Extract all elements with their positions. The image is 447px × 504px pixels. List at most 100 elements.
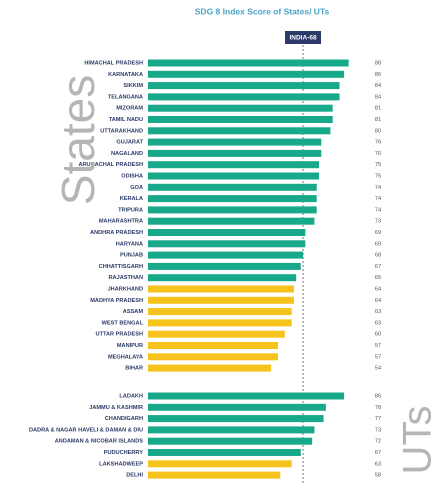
bar [148,426,315,434]
value-label: 54 [375,366,381,372]
category-label: KERALA [120,196,143,202]
category-label: NAGALAND [111,151,143,157]
value-label: 74 [375,207,381,213]
category-label: MIZORAM [116,106,143,112]
category-label: HIMACHAL PRADESH [84,60,143,66]
bar [148,460,292,468]
bar [148,274,297,282]
category-label: HARYANA [116,241,143,247]
category-label: ASSAM [123,309,144,315]
bar [148,59,349,67]
bar [148,127,331,135]
category-label: MADHYA PRADESH [90,298,143,304]
bar [148,437,313,445]
category-label: WEST BENGAL [102,320,144,326]
reference-label: INDIA-68 [289,35,316,42]
value-label: 69 [375,230,381,236]
category-label: JAMMU & KASHMIR [89,405,143,411]
bar [148,342,278,349]
bar [148,449,301,456]
bar [148,149,322,157]
value-label: 57 [375,343,381,349]
value-label: 63 [375,461,381,467]
category-label: DELHI [126,473,143,479]
value-label: 73 [375,219,381,225]
bar [148,195,317,203]
bar [148,138,322,146]
category-label: UTTAR PRADESH [96,332,143,338]
category-label: CHANDIGARH [105,416,143,422]
category-label: TELANGANA [108,94,143,100]
group-label: States [52,75,104,205]
value-label: 81 [375,106,381,112]
bar [148,240,306,248]
bar [148,82,340,90]
bar [148,206,317,214]
value-label: 57 [375,354,381,360]
category-label: DADRA & NAGAR HAVELI & DAMAN & DIU [29,427,143,433]
category-label: RAJASTHAN [109,275,144,281]
value-label: 63 [375,309,381,315]
value-label: 80 [375,128,381,134]
bar [148,308,292,316]
value-label: 63 [375,320,381,326]
bar [148,229,306,236]
group-label: UTs [396,406,440,475]
value-label: 64 [375,286,381,292]
value-label: 67 [375,450,381,456]
category-label: CHHATTISGARH [99,264,143,270]
category-label: TRIPURA [118,207,143,213]
category-label: LAKSHADWEEP [99,461,143,467]
bar [148,70,345,78]
bar [148,93,340,101]
value-label: 77 [375,416,381,422]
value-label: 73 [375,427,381,433]
category-label: ODISHA [121,173,143,179]
category-label: UTTARAKHAND [100,128,143,134]
category-label: JHARKHAND [108,286,143,292]
reference-label-box [285,31,322,44]
bar [148,104,333,112]
bar [148,319,292,327]
category-label: MEGHALAYA [108,354,143,360]
value-label: 76 [375,140,381,146]
category-label: PUNJAB [120,253,143,259]
value-label: 76 [375,151,381,157]
value-label: 88 [375,60,381,66]
value-label: 75 [375,173,381,179]
bar [148,392,345,400]
bar [148,296,294,304]
bar [148,161,319,169]
bar [148,116,333,123]
value-label: 69 [375,241,381,247]
bar [148,364,272,372]
value-label: 74 [375,196,381,202]
value-label: 74 [375,185,381,191]
bar [148,415,324,423]
value-label: 68 [375,253,381,259]
category-label: LADAKH [119,393,143,399]
value-label: 86 [375,393,381,399]
value-label: 64 [375,298,381,304]
category-label: ARUNACHAL PRADESH [78,162,143,168]
category-label: GOA [130,185,143,191]
value-label: 78 [375,405,381,411]
category-label: MAHARASHTRA [99,219,143,225]
category-label: BIHAR [125,366,143,372]
bar [148,330,285,338]
category-label: ANDHRA PRADESH [90,230,143,236]
value-label: 67 [375,264,381,270]
bar [148,262,301,270]
chart-title: SDG 8 Index Score of States/ UTs [195,6,330,16]
bar [148,471,281,479]
bar [148,353,278,361]
category-label: PUDUCHERRY [104,450,144,456]
bar [148,183,317,191]
value-label: 84 [375,94,381,100]
category-label: KARNATAKA [108,72,143,78]
bar [148,217,315,225]
bar [148,251,304,259]
bar [148,285,294,293]
value-label: 84 [375,83,381,89]
